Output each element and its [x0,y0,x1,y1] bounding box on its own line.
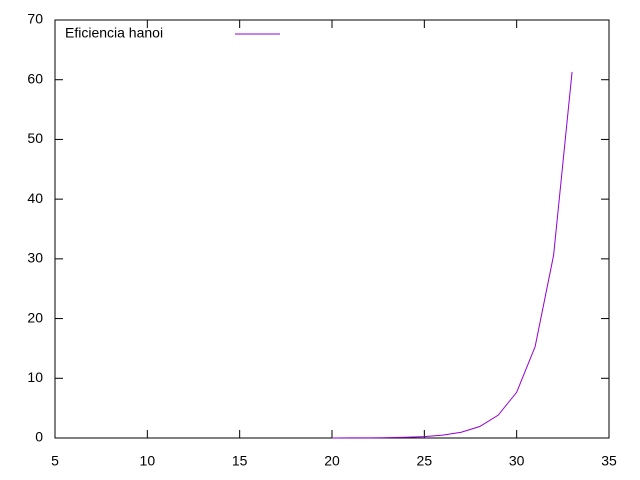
y-tick-label: 0 [35,429,43,445]
y-tick-label: 60 [27,70,43,86]
x-tick-label: 30 [509,453,525,469]
y-tick-label: 50 [27,130,43,146]
x-tick-label: 20 [324,453,340,469]
legend-label: Eficiencia hanoi [65,25,163,41]
y-tick-label: 70 [27,11,43,27]
x-tick-label: 35 [601,453,617,469]
y-tick-label: 10 [27,369,43,385]
x-tick-label: 15 [232,453,248,469]
x-tick-label: 10 [140,453,156,469]
data-line [331,71,573,439]
x-tick-label: 5 [51,453,59,469]
y-tick-label: 20 [27,309,43,325]
plot-frame [54,19,610,439]
y-tick-label: 30 [27,250,43,266]
y-tick-label: 40 [27,190,43,206]
x-tick-label: 25 [417,453,433,469]
